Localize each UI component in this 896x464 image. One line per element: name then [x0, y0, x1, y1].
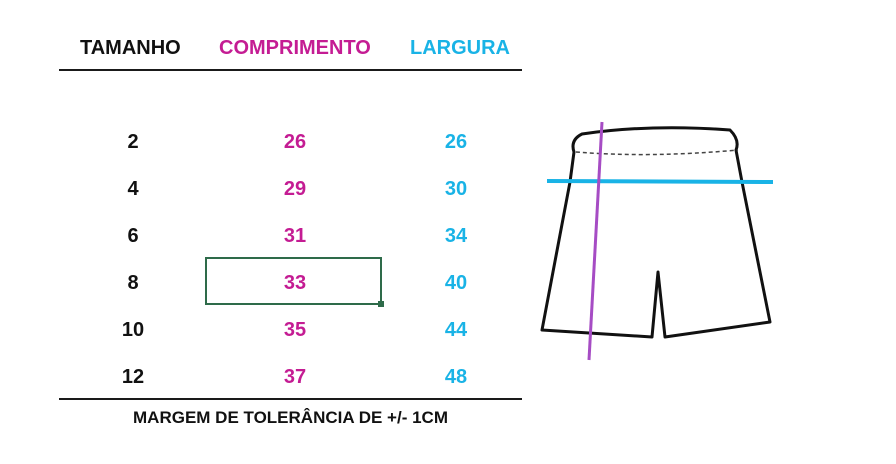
cell-length[interactable]: 35 [283, 319, 307, 341]
cell-length[interactable]: 33 [283, 272, 307, 294]
cell-size[interactable]: 6 [127, 225, 139, 247]
table-row: 6 31 34 [59, 212, 522, 259]
cell-width[interactable]: 30 [444, 178, 468, 200]
width-measure-line [546, 179, 774, 184]
shorts-measurement-icon [540, 121, 774, 361]
cell-size[interactable]: 12 [121, 366, 145, 388]
cell-size[interactable]: 2 [127, 131, 139, 153]
cell-length[interactable]: 26 [283, 131, 307, 153]
cell-size[interactable]: 4 [127, 178, 139, 200]
fill-handle[interactable] [378, 301, 384, 307]
table-row: 12 37 48 [59, 353, 522, 400]
table-row: 10 35 44 [59, 306, 522, 353]
tolerance-note: MARGEM DE TOLERÂNCIA DE +/- 1CM [133, 408, 448, 427]
table-row: 4 29 30 [59, 165, 522, 212]
cell-width[interactable]: 48 [444, 366, 468, 388]
header-length: COMPRIMENTO [219, 37, 371, 59]
header-size: TAMANHO [80, 37, 181, 59]
cell-length[interactable]: 31 [283, 225, 307, 247]
cell-length[interactable]: 37 [283, 366, 307, 388]
cell-width[interactable]: 34 [444, 225, 468, 247]
table-top-rule [59, 69, 522, 71]
table-row: 8 33 40 [59, 259, 522, 306]
waistband-stitch [575, 149, 739, 156]
shorts-outline [540, 126, 772, 339]
header-width: LARGURA [410, 37, 510, 59]
cell-size[interactable]: 10 [121, 319, 145, 341]
cell-width[interactable]: 40 [444, 272, 468, 294]
cell-length[interactable]: 29 [283, 178, 307, 200]
cell-size[interactable]: 8 [127, 272, 139, 294]
cell-width[interactable]: 44 [444, 319, 468, 341]
cell-width[interactable]: 26 [444, 131, 468, 153]
length-measure-line [587, 121, 604, 361]
table-row: 2 26 26 [59, 118, 522, 165]
table-bottom-rule [59, 398, 522, 400]
selected-cell-outline[interactable] [205, 257, 382, 305]
